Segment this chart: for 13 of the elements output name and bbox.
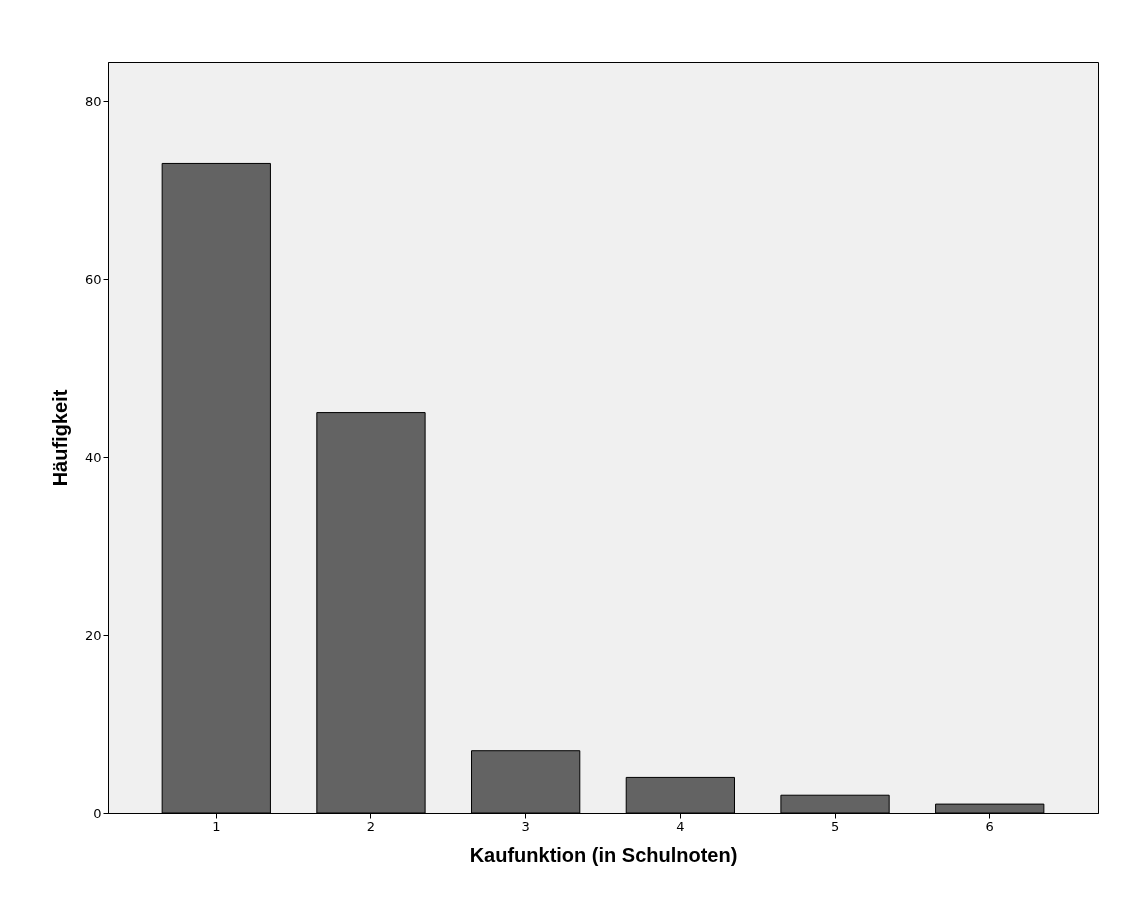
- x-tick-label: 6: [985, 818, 994, 834]
- x-tick-label: 4: [676, 818, 685, 834]
- x-tick-label: 5: [830, 818, 840, 834]
- y-tick-label: 40: [84, 449, 102, 465]
- y-tick-label: 80: [84, 93, 102, 109]
- y-axis-title: Häufigkeit: [48, 389, 71, 487]
- x-tick-label: 3: [521, 818, 530, 834]
- y-tick-label: 0: [93, 805, 102, 821]
- y-tick-label: 20: [84, 627, 102, 643]
- x-tick-label: 2: [366, 818, 376, 834]
- y-tick-label: 60: [84, 271, 102, 287]
- x-tick-label: 1: [212, 818, 221, 834]
- x-axis-title: Kaufunktion (in Schulnoten): [469, 843, 738, 866]
